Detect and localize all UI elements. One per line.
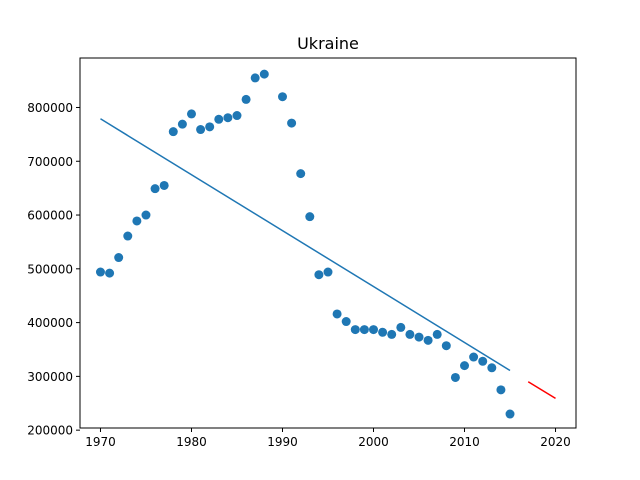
scatter-point bbox=[478, 356, 488, 366]
x-tick-label: 2000 bbox=[358, 435, 389, 449]
scatter-point bbox=[168, 127, 178, 137]
series-line-1 bbox=[100, 118, 511, 372]
y-tick-label: 400000 bbox=[27, 316, 73, 330]
scatter-point bbox=[150, 184, 160, 194]
scatter-point bbox=[105, 268, 115, 278]
scatter-point bbox=[123, 231, 133, 241]
plot-frame bbox=[79, 57, 577, 429]
scatter-point bbox=[214, 114, 224, 124]
scatter-point bbox=[350, 325, 360, 335]
scatter-point bbox=[196, 125, 206, 135]
scatter-point bbox=[432, 329, 442, 339]
scatter-point bbox=[441, 341, 451, 351]
scatter-point bbox=[396, 322, 406, 332]
scatter-point bbox=[223, 113, 233, 123]
y-tick-label: 300000 bbox=[27, 370, 73, 384]
scatter-point bbox=[141, 210, 151, 220]
x-tick-label: 2020 bbox=[540, 435, 571, 449]
scatter-point bbox=[405, 329, 415, 339]
scatter-point bbox=[469, 352, 479, 362]
x-tick-label: 1990 bbox=[267, 435, 298, 449]
scatter-point bbox=[278, 92, 287, 102]
scatter-point bbox=[186, 109, 196, 119]
scatter-point bbox=[241, 94, 251, 104]
scatter-point bbox=[341, 317, 351, 327]
scatter-point bbox=[359, 325, 369, 335]
scatter-point bbox=[250, 73, 260, 83]
y-tick-label: 800000 bbox=[27, 101, 73, 115]
scatter-point bbox=[305, 212, 315, 222]
scatter-point bbox=[232, 111, 242, 121]
scatter-point bbox=[487, 363, 497, 373]
scatter-point bbox=[450, 372, 460, 382]
scatter-point bbox=[287, 118, 297, 128]
scatter-point bbox=[132, 216, 142, 226]
scatter-point bbox=[259, 69, 269, 79]
y-tick-label: 600000 bbox=[27, 209, 73, 223]
scatter-point bbox=[369, 325, 378, 335]
x-tick-label: 2010 bbox=[449, 435, 480, 449]
scatter-point bbox=[505, 409, 515, 419]
series-line-2 bbox=[527, 381, 556, 400]
scatter-point bbox=[114, 253, 124, 263]
y-tick-label: 700000 bbox=[27, 155, 73, 169]
y-tick-label: 500000 bbox=[27, 262, 73, 276]
scatter-point bbox=[323, 267, 333, 277]
scatter-point bbox=[423, 335, 433, 345]
scatter-point bbox=[314, 270, 324, 280]
scatter-point bbox=[296, 169, 306, 179]
scatter-point bbox=[205, 122, 215, 132]
scatter-point bbox=[387, 329, 397, 339]
scatter-point bbox=[460, 361, 470, 371]
scatter-point bbox=[159, 180, 169, 190]
series-layer bbox=[95, 69, 556, 419]
scatter-point bbox=[95, 267, 105, 277]
scatter-point bbox=[414, 332, 424, 342]
chart-title: Ukraine bbox=[297, 34, 359, 53]
ticks-layer: 1970 1980 1990 2000 2010 2020 200000 300000 4000… bbox=[27, 101, 571, 449]
x-tick-label: 1970 bbox=[85, 435, 116, 449]
scatter-point bbox=[177, 119, 187, 129]
scatter-point bbox=[496, 385, 506, 395]
scatter-point bbox=[378, 327, 388, 337]
x-tick-label: 1980 bbox=[176, 435, 207, 449]
scatter-point bbox=[332, 309, 342, 319]
y-tick-label: 200000 bbox=[27, 424, 73, 438]
